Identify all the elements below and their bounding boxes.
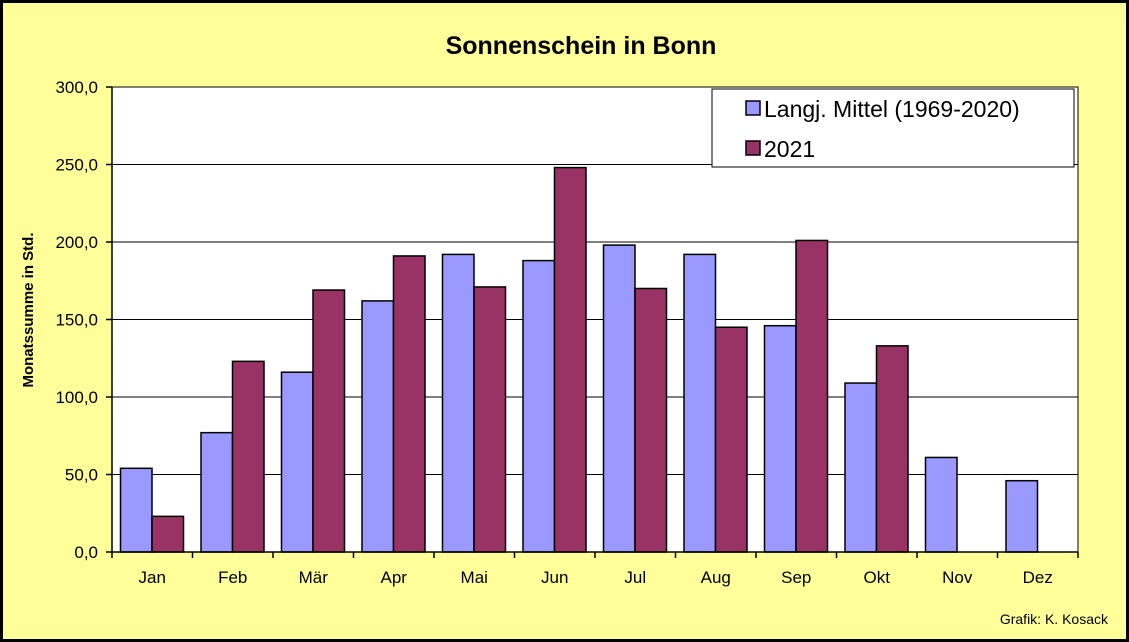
y-tick-label: 250,0 [55,156,98,175]
y-tick-label: 100,0 [55,388,98,407]
legend-swatch-2021 [745,140,761,156]
x-tick-label: Mai [461,568,488,587]
bar-mittel-6 [602,244,636,553]
bar-mittel-4 [441,253,475,553]
credit-text: Grafik: K. Kosack [1000,611,1109,627]
x-tick-label: Nov [942,568,973,587]
legend: Langj. Mittel (1969-2020) 2021 [711,88,1075,168]
bar-mittel-10 [924,456,958,553]
bar-2021-2 [312,289,346,553]
x-tick-label: Dez [1023,568,1053,587]
y-axis-label: Monatssumme in Std. [20,232,37,387]
bar-2021-7 [714,326,748,553]
chart-title: Sonnenschein in Bonn [446,32,717,60]
legend-label-mittel: Langj. Mittel (1969-2020) [764,96,1020,122]
bar-2021-1 [231,360,265,553]
x-tick-label: Apr [381,568,408,587]
bar-2021-8 [795,239,829,553]
x-tick-label: Jan [139,568,166,587]
y-tick-label: 150,0 [55,311,98,330]
x-tick-label: Jul [624,568,646,587]
bar-mittel-8 [763,324,797,553]
bar-mittel-5 [522,259,556,553]
x-tick-label: Sep [781,568,811,587]
bar-mittel-2 [280,371,314,553]
y-tick-label: 200,0 [55,233,98,252]
bar-mittel-9 [844,382,878,553]
x-axis-ticks: Jan Feb Mär Apr Mai Jun Jul Aug Sep Okt Nov Dez [111,552,1079,587]
bar-mittel-3 [361,300,395,553]
legend-box [711,88,1075,168]
bar-2021-0 [151,515,185,553]
legend-label-2021: 2021 [764,136,815,162]
x-tick-label: Okt [864,568,891,587]
bar-2021-3 [392,255,426,553]
y-tick-label: 0,0 [74,543,98,562]
x-tick-label: Jun [541,568,568,587]
bar-mittel-11 [1005,479,1039,553]
x-tick-label: Mär [299,568,329,587]
bar-2021-9 [875,345,909,553]
bar-mittel-7 [683,253,717,553]
y-tick-label: 50,0 [65,466,98,485]
bar-mittel-1 [200,431,234,553]
bars [119,166,1039,553]
y-axis-ticks: 0,0 50,0 100,0 150,0 200,0 250,0 300,0 [55,78,112,562]
bar-2021-6 [634,287,668,553]
x-tick-label: Feb [218,568,247,587]
legend-swatch-mittel [745,100,761,116]
bar-mittel-0 [119,467,153,553]
bar-2021-4 [473,286,507,553]
y-tick-label: 300,0 [55,78,98,97]
x-tick-label: Aug [701,568,731,587]
bar-2021-5 [553,166,587,553]
